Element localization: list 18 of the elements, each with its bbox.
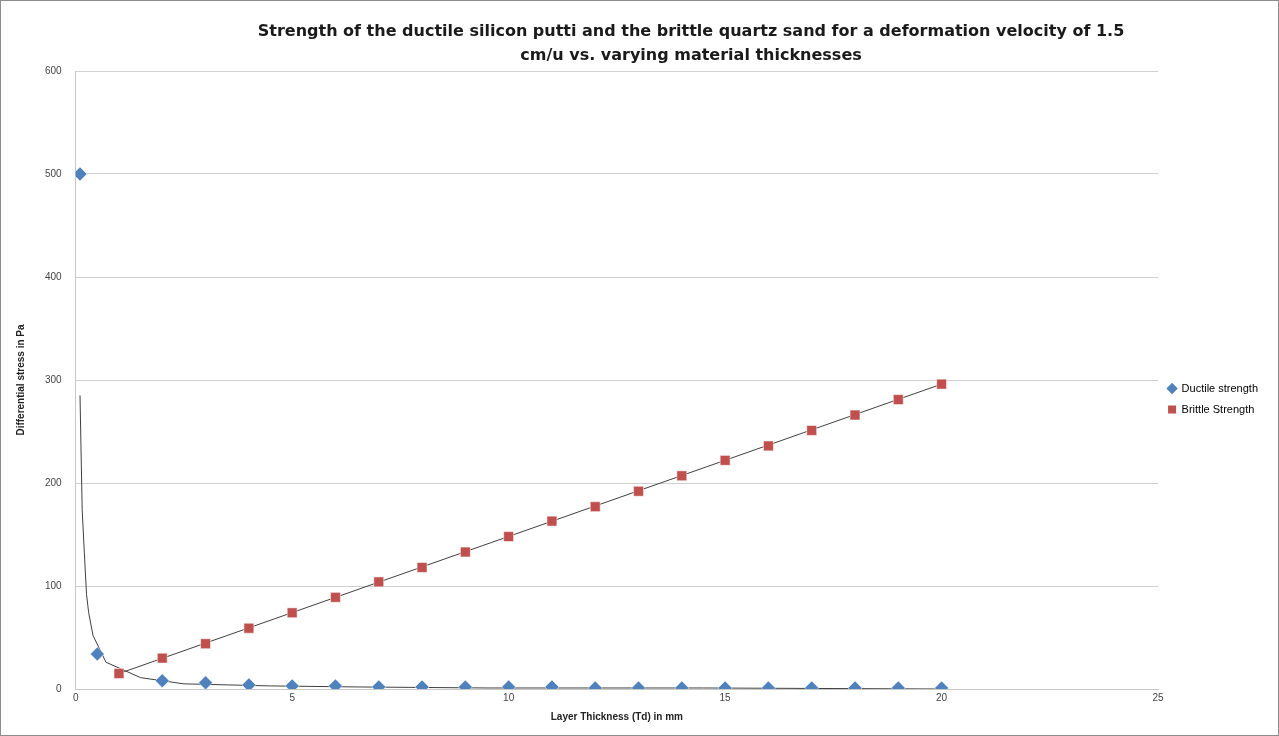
x-tick-label: 5 [289, 691, 296, 703]
legend-label: Ductile strength [1181, 381, 1259, 394]
y-tick-label: 200 [45, 476, 63, 488]
x-tick-label: 10 [503, 691, 515, 703]
chart-title: Strength of the ductile silicon putti and the brittle quartz sand for a deformation velocity of 1.5 cm/u vs. varying material thicknesses [256, 20, 1126, 66]
y-tick-label: 400 [45, 270, 63, 282]
y-tick-label: 100 [45, 579, 63, 591]
y-axis-title: Differential stress in Pa [14, 323, 26, 436]
x-tick-label: 0 [72, 691, 79, 703]
x-axis-title: Layer Thickness (Td) in mm [550, 710, 684, 722]
legend-label: Brittle Strength [1181, 402, 1255, 415]
y-tick-label: 600 [45, 64, 63, 76]
y-tick-label: 0 [56, 682, 63, 694]
x-tick-label: 25 [1152, 691, 1165, 703]
x-tick-label: 15 [719, 691, 732, 703]
y-tick-label: 500 [45, 167, 63, 179]
x-tick-label: 20 [936, 691, 948, 703]
y-tick-label: 300 [45, 373, 63, 385]
